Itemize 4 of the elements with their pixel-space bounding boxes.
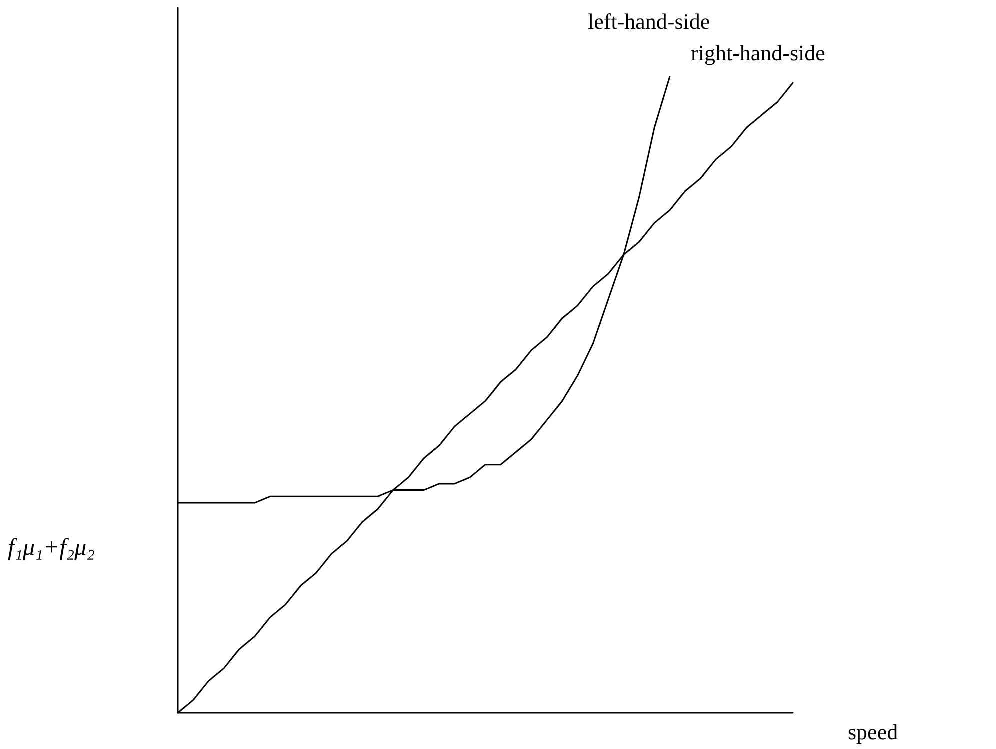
- x-axis-title: speed: [848, 720, 898, 744]
- y-axis-title: f₁μ₁+f₂μ₂: [8, 535, 95, 561]
- text: left-hand-side: [588, 9, 710, 34]
- series-label: right-hand-side: [691, 40, 826, 66]
